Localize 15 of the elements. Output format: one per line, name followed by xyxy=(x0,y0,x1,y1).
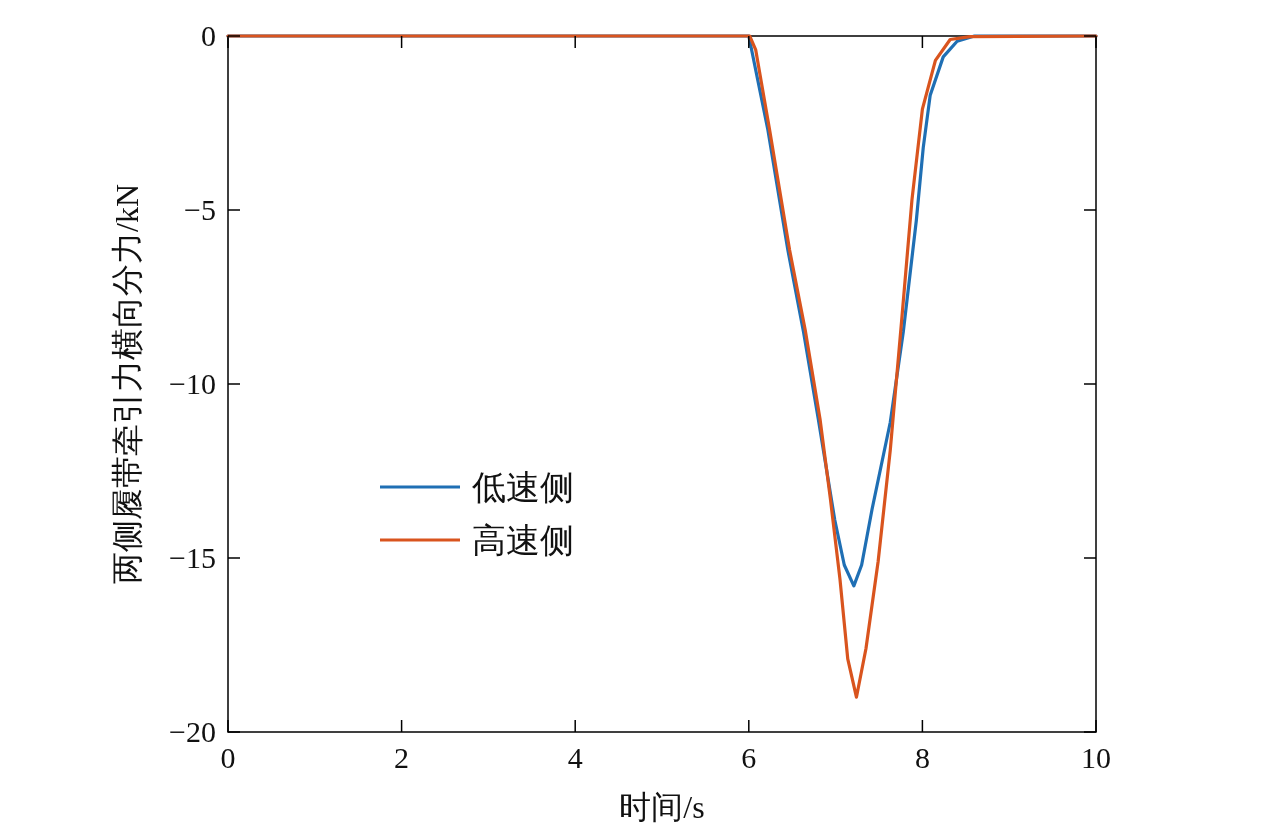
y-tick-label: −20 xyxy=(169,715,216,748)
legend-label: 低速侧 xyxy=(472,469,574,506)
y-tick-label: −5 xyxy=(184,193,216,226)
x-tick-label: 10 xyxy=(1081,741,1111,774)
x-tick-label: 0 xyxy=(220,741,236,774)
x-tick-label: 8 xyxy=(914,741,930,774)
y-tick-label: −15 xyxy=(169,541,216,574)
y-tick-label: 0 xyxy=(201,19,216,52)
x-tick-label: 2 xyxy=(394,741,410,774)
x-tick-label: 6 xyxy=(741,741,757,774)
y-axis-title: 两侧履带牵引力横向分力/kN xyxy=(109,184,145,584)
x-tick-label: 4 xyxy=(567,741,583,774)
legend-label: 高速侧 xyxy=(472,522,574,559)
x-axis-title: 时间/s xyxy=(619,789,705,825)
y-tick-label: −10 xyxy=(169,367,216,400)
